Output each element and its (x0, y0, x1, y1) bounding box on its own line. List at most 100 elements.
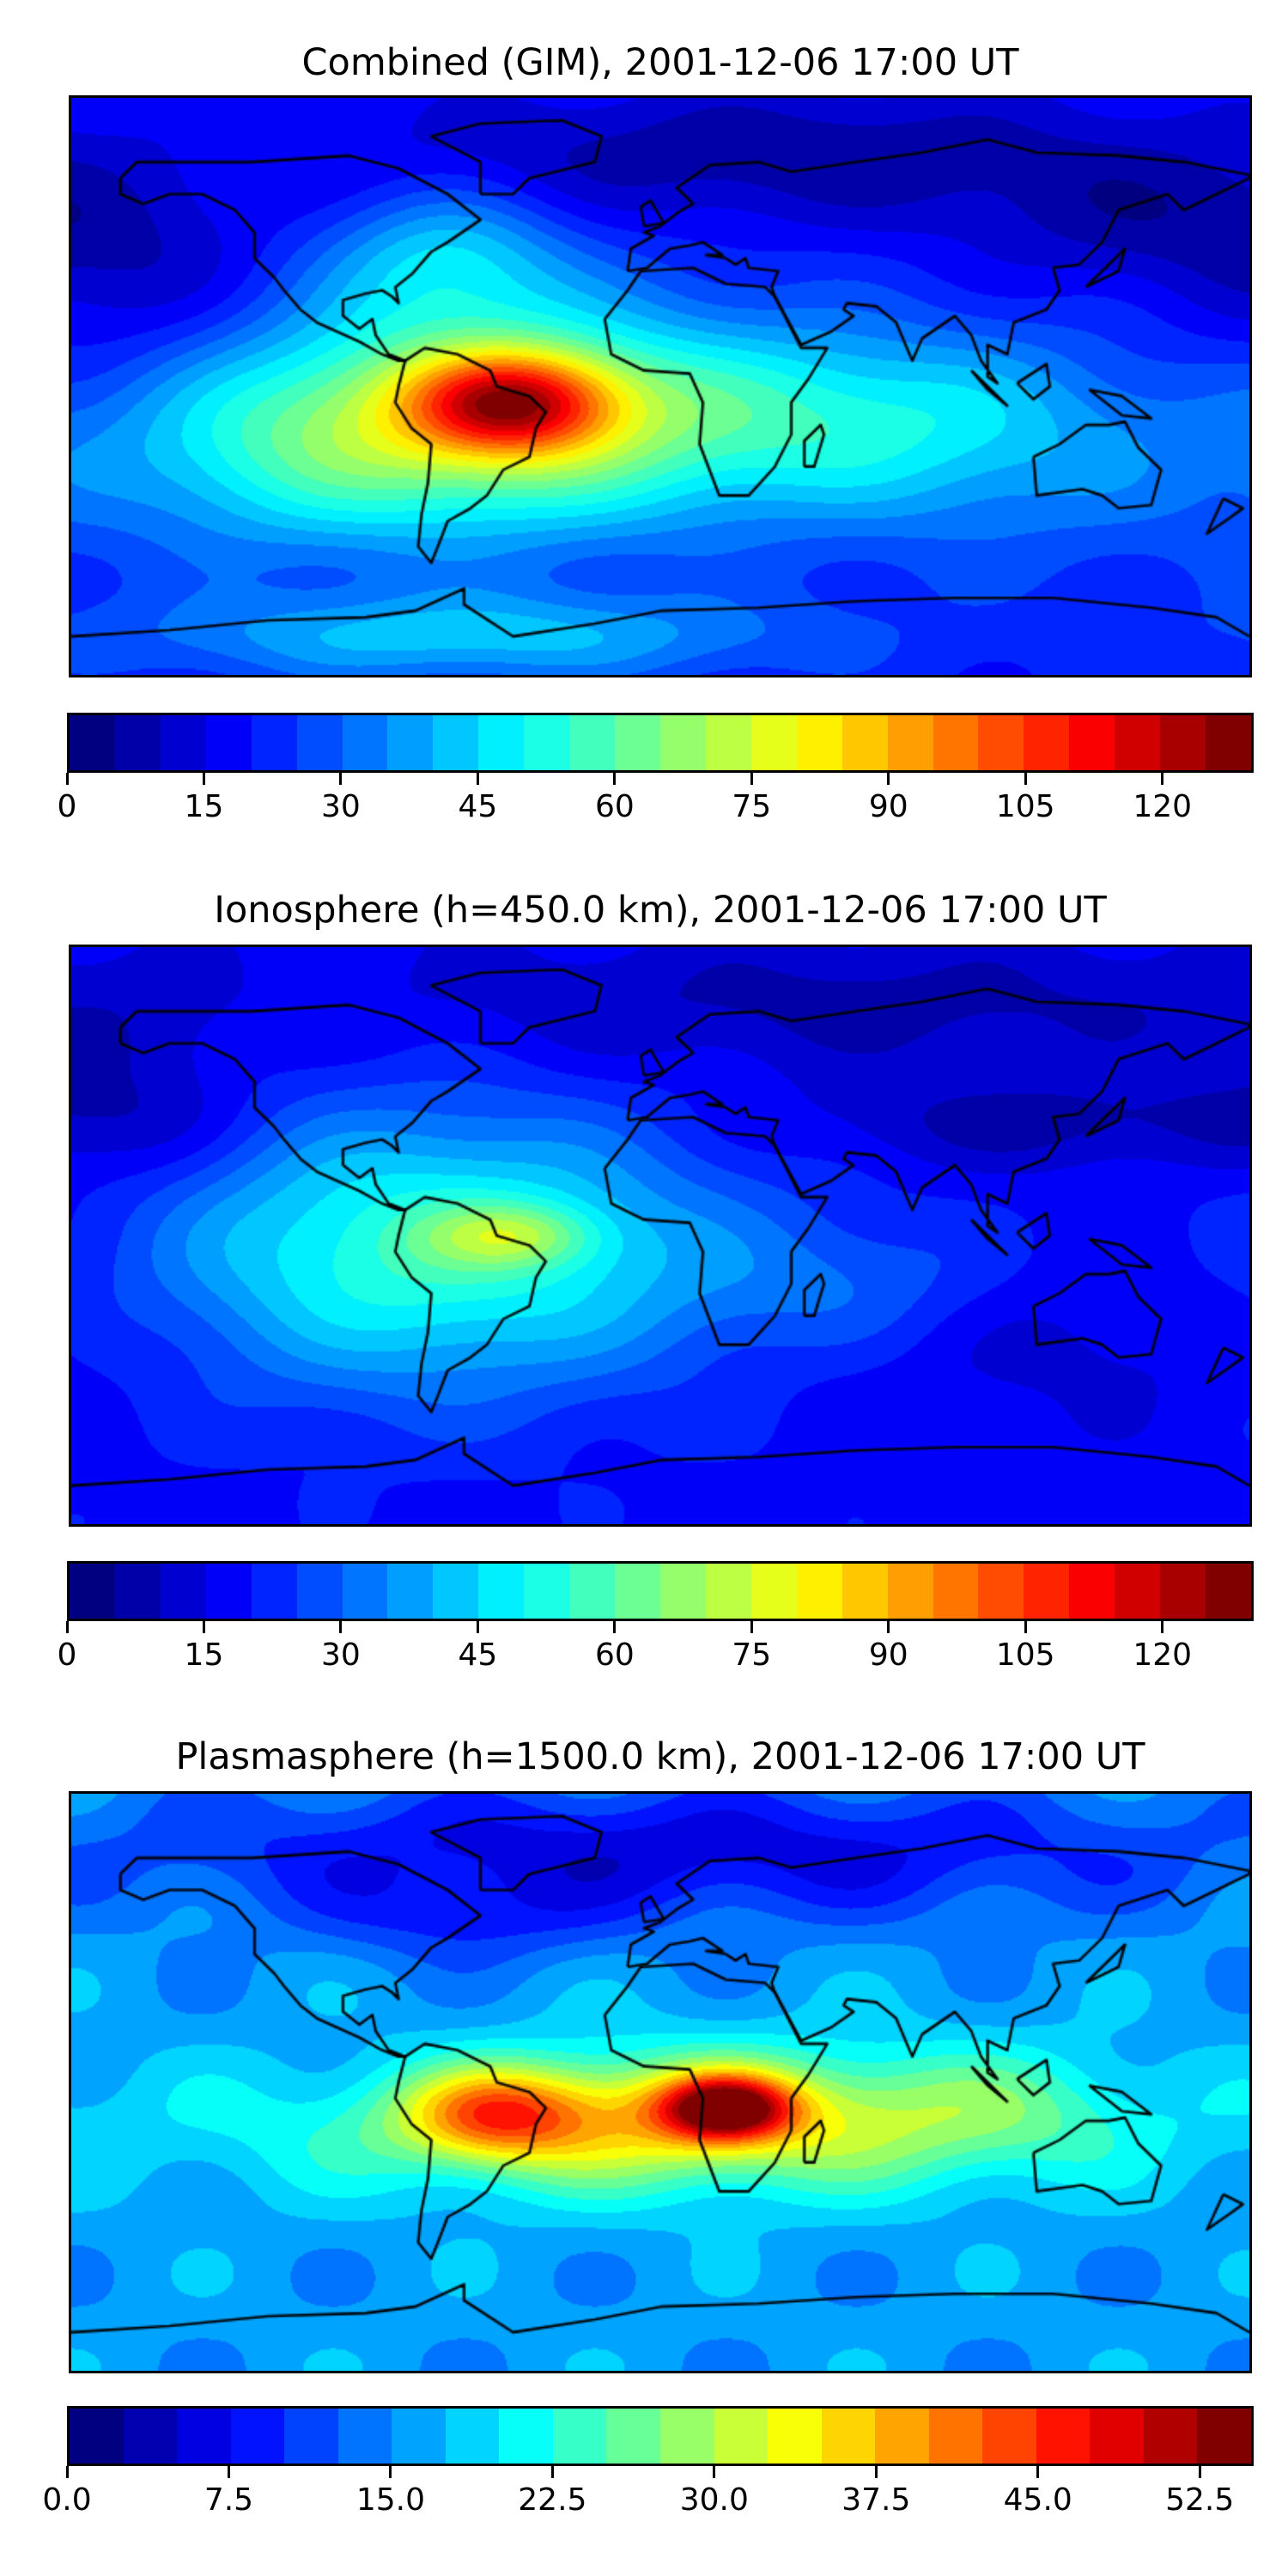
panel-1-tec-field (71, 98, 1249, 675)
colorbar-level-0 (70, 2409, 124, 2464)
colorbar-level-13 (659, 1564, 706, 1619)
colorbar-tick (476, 773, 479, 785)
colorbar-level-14 (705, 1564, 751, 1619)
panel-3-map (69, 1791, 1252, 2373)
colorbar-tick (65, 773, 69, 785)
colorbar-level-19 (1090, 2409, 1144, 2464)
colorbar-level-22 (1069, 715, 1115, 770)
colorbar-level-0 (70, 1564, 115, 1619)
panel-3-tec-field (71, 1794, 1249, 2371)
panel-2-colorbar: 0 15 30 45 60 75 90 105 120 (58, 1561, 1254, 1673)
colorbar-level-1 (123, 2409, 178, 2464)
colorbar-tick-label: 60 (594, 789, 635, 824)
colorbar-tick (339, 773, 343, 785)
colorbar-level-20 (978, 715, 1024, 770)
panel-2-title: Ionosphere (h=450.0 km), 2001-12-06 17:0… (214, 889, 1107, 932)
colorbar-level-6 (392, 2409, 446, 2464)
colorbar-tick (874, 2466, 878, 2478)
colorbar-tick-label: 30 (321, 1637, 361, 1673)
colorbar-tick (1198, 2466, 1201, 2478)
colorbar-level-14 (705, 715, 751, 770)
colorbar-level-13 (659, 715, 706, 770)
colorbar-level-2 (160, 1564, 206, 1619)
colorbar-level-2 (177, 2409, 231, 2464)
colorbar-tick-label: 37.5 (841, 2482, 911, 2518)
panel-2-map (69, 945, 1252, 1527)
colorbar-level-19 (933, 715, 979, 770)
colorbar-tick (887, 773, 890, 785)
colorbar-tick-label: 0.0 (42, 2482, 92, 2518)
colorbar-level-11 (569, 1564, 616, 1619)
colorbar-tick (65, 1621, 69, 1633)
colorbar-level-16 (796, 1564, 842, 1619)
colorbar-tick (1161, 773, 1164, 785)
colorbar-tick (227, 2466, 230, 2478)
colorbar-tick (339, 1621, 343, 1633)
colorbar-level-23 (1115, 715, 1161, 770)
colorbar-tick (550, 2466, 554, 2478)
colorbar-tick (1161, 1621, 1164, 1633)
colorbar-level-11 (569, 715, 616, 770)
colorbar-level-5 (337, 2409, 392, 2464)
colorbar-level-7 (387, 715, 434, 770)
colorbar-level-7 (387, 1564, 434, 1619)
colorbar-level-7 (445, 2409, 500, 2464)
colorbar-level-14 (821, 2409, 876, 2464)
colorbar-level-19 (933, 1564, 979, 1619)
colorbar-tick-label: 15.0 (355, 2482, 425, 2518)
colorbar-level-4 (251, 1564, 297, 1619)
colorbar-tick-label: 45.0 (1003, 2482, 1072, 2518)
colorbar-tick (613, 1621, 617, 1633)
colorbar-tick-label: 30 (321, 789, 361, 824)
panel-1-colorbar: 0 15 30 45 60 75 90 105 120 (58, 713, 1254, 824)
colorbar-tick-label: 52.5 (1165, 2482, 1235, 2518)
panel-1-title: Combined (GIM), 2001-12-06 17:00 UT (301, 41, 1019, 84)
panel-3-title: Plasmasphere (h=1500.0 km), 2001-12-06 1… (175, 1735, 1145, 1778)
colorbar-tick-label: 0 (57, 1637, 77, 1673)
colorbar-level-8 (433, 715, 479, 770)
colorbar-level-25 (1206, 715, 1251, 770)
colorbar-level-17 (841, 715, 888, 770)
colorbar-level-21 (1197, 2409, 1252, 2464)
colorbar-level-4 (284, 2409, 338, 2464)
colorbar-level-1 (114, 1564, 161, 1619)
colorbar-level-16 (796, 715, 842, 770)
colorbar-tick-label: 30.0 (679, 2482, 749, 2518)
colorbar-strip (67, 1561, 1254, 1621)
colorbar-level-11 (660, 2409, 714, 2464)
colorbar-tick (887, 1621, 890, 1633)
colorbar-level-5 (296, 715, 343, 770)
colorbar-level-8 (433, 1564, 479, 1619)
colorbar-tick (713, 2466, 716, 2478)
colorbar-level-24 (1160, 715, 1206, 770)
colorbar-tick (613, 773, 617, 785)
colorbar-level-3 (230, 2409, 285, 2464)
colorbar-level-22 (1069, 1564, 1115, 1619)
colorbar-tick-label: 105 (995, 1637, 1055, 1673)
colorbar-tick-label: 7.5 (204, 2482, 254, 2518)
colorbar-tick (389, 2466, 392, 2478)
colorbar-level-12 (615, 715, 660, 770)
colorbar-tick-label: 15 (184, 1637, 224, 1673)
colorbar-level-21 (1024, 1564, 1070, 1619)
colorbar-level-18 (1036, 2409, 1091, 2464)
colorbar-level-10 (606, 2409, 661, 2464)
colorbar-level-6 (342, 715, 388, 770)
colorbar-tick-label: 60 (594, 1637, 635, 1673)
colorbar-level-3 (205, 715, 252, 770)
colorbar-tick-label: 120 (1133, 789, 1193, 824)
colorbar-level-2 (160, 715, 206, 770)
colorbar-tick-label: 45 (458, 1637, 498, 1673)
colorbar-tick-label: 105 (995, 789, 1055, 824)
colorbar-tick (202, 773, 205, 785)
colorbar-tick-label: 15 (184, 789, 224, 824)
colorbar-level-18 (887, 715, 933, 770)
colorbar-level-15 (875, 2409, 929, 2464)
colorbar-level-3 (205, 1564, 252, 1619)
colorbar-tick (476, 1621, 479, 1633)
colorbar-level-17 (841, 1564, 888, 1619)
colorbar-level-17 (982, 2409, 1036, 2464)
colorbar-tick (1024, 773, 1027, 785)
colorbar-tick-label: 45 (458, 789, 498, 824)
colorbar-tick (202, 1621, 205, 1633)
